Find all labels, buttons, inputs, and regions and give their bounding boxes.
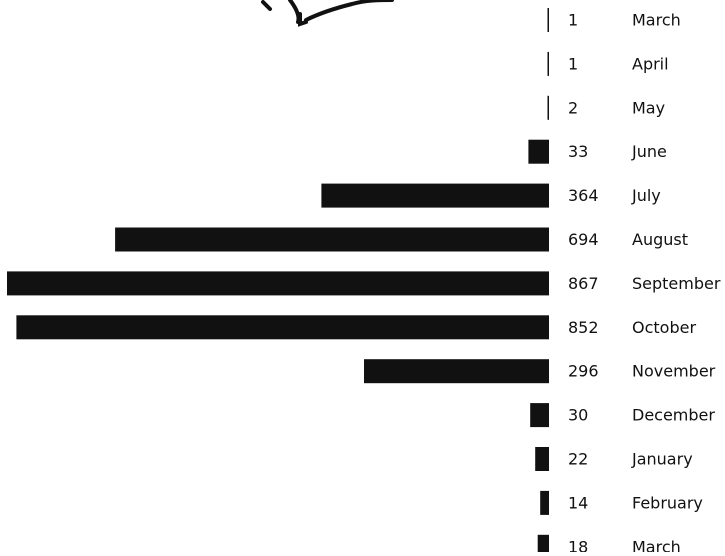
value-label: 33 [568, 142, 588, 161]
bar-4 [528, 139, 549, 164]
drawing-stroke-curve [304, 0, 394, 22]
bar-1 [547, 8, 549, 32]
value-label: 22 [568, 450, 588, 469]
category-label: November [632, 362, 716, 381]
category-label: September [632, 274, 721, 293]
category-label: April [632, 54, 669, 73]
value-label: 1 [568, 54, 578, 73]
bar-12 [540, 490, 549, 515]
bar-2 [547, 51, 549, 76]
value-label: 364 [568, 186, 599, 205]
bar-13 [537, 534, 549, 556]
category-label: June [631, 142, 667, 161]
value-label: 296 [568, 362, 599, 381]
category-label: July [631, 186, 661, 205]
value-label: 2 [568, 98, 578, 117]
value-label: 30 [568, 406, 588, 425]
value-label: 1 [568, 11, 578, 30]
bar-11 [535, 447, 549, 471]
category-label: December [632, 406, 715, 425]
category-label: May [632, 98, 665, 117]
bar-5 [321, 183, 549, 208]
bar-7 [7, 271, 549, 296]
value-label: 852 [568, 318, 599, 337]
category-labels-group: March April May June July August September Octo… [631, 11, 721, 556]
category-label: August [632, 230, 688, 249]
drawing-stroke-hook [288, 0, 308, 27]
value-labels-group: 1 1 2 33 364 694 867 852 296 30 22 14 18 [568, 11, 599, 556]
value-label: 867 [568, 274, 599, 293]
decorative-drawing [261, 0, 394, 27]
value-label: 694 [568, 230, 599, 249]
category-label: March [632, 11, 681, 30]
value-label: 18 [568, 537, 588, 552]
category-label: February [632, 493, 703, 512]
bar-8 [16, 315, 549, 340]
category-label: March [632, 537, 681, 552]
bar-3 [547, 95, 549, 120]
category-label: January [631, 450, 693, 469]
value-label: 14 [568, 493, 588, 512]
bar-10 [530, 403, 549, 428]
drawing-stroke-left [261, 0, 272, 11]
category-label: October [632, 318, 696, 337]
bars-group [7, 8, 549, 556]
bar-6 [115, 227, 549, 252]
bar-9 [364, 359, 549, 384]
